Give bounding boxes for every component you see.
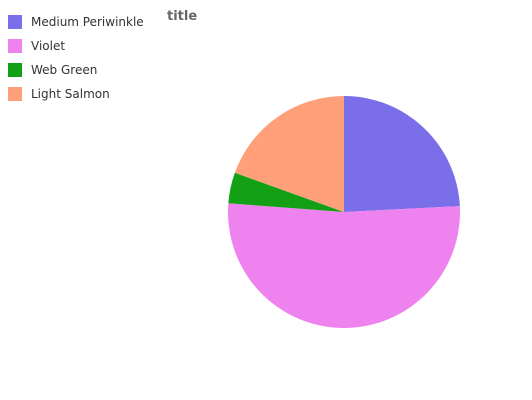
legend-item-medium-periwinkle: Medium Periwinkle — [8, 10, 144, 34]
legend-swatch — [8, 87, 22, 101]
legend-item-web-green: Web Green — [8, 58, 144, 82]
legend: Medium Periwinkle Violet Web Green Light… — [8, 10, 144, 106]
chart-title: title — [167, 9, 198, 24]
pie-slice-light-salmon — [234, 96, 344, 212]
pie-slice-violet — [228, 203, 460, 329]
legend-item-violet: Violet — [8, 34, 144, 58]
legend-swatch — [8, 63, 22, 77]
legend-label: Light Salmon — [31, 87, 110, 101]
legend-label: Violet — [31, 39, 66, 53]
legend-swatch — [8, 15, 22, 29]
legend-item-light-salmon: Light Salmon — [8, 82, 144, 106]
pie-slice-web-green — [228, 172, 344, 212]
legend-swatch — [8, 39, 22, 53]
legend-label: Medium Periwinkle — [31, 15, 144, 29]
pie-slice-medium-periwinkle — [344, 96, 460, 212]
legend-label: Web Green — [31, 63, 98, 77]
